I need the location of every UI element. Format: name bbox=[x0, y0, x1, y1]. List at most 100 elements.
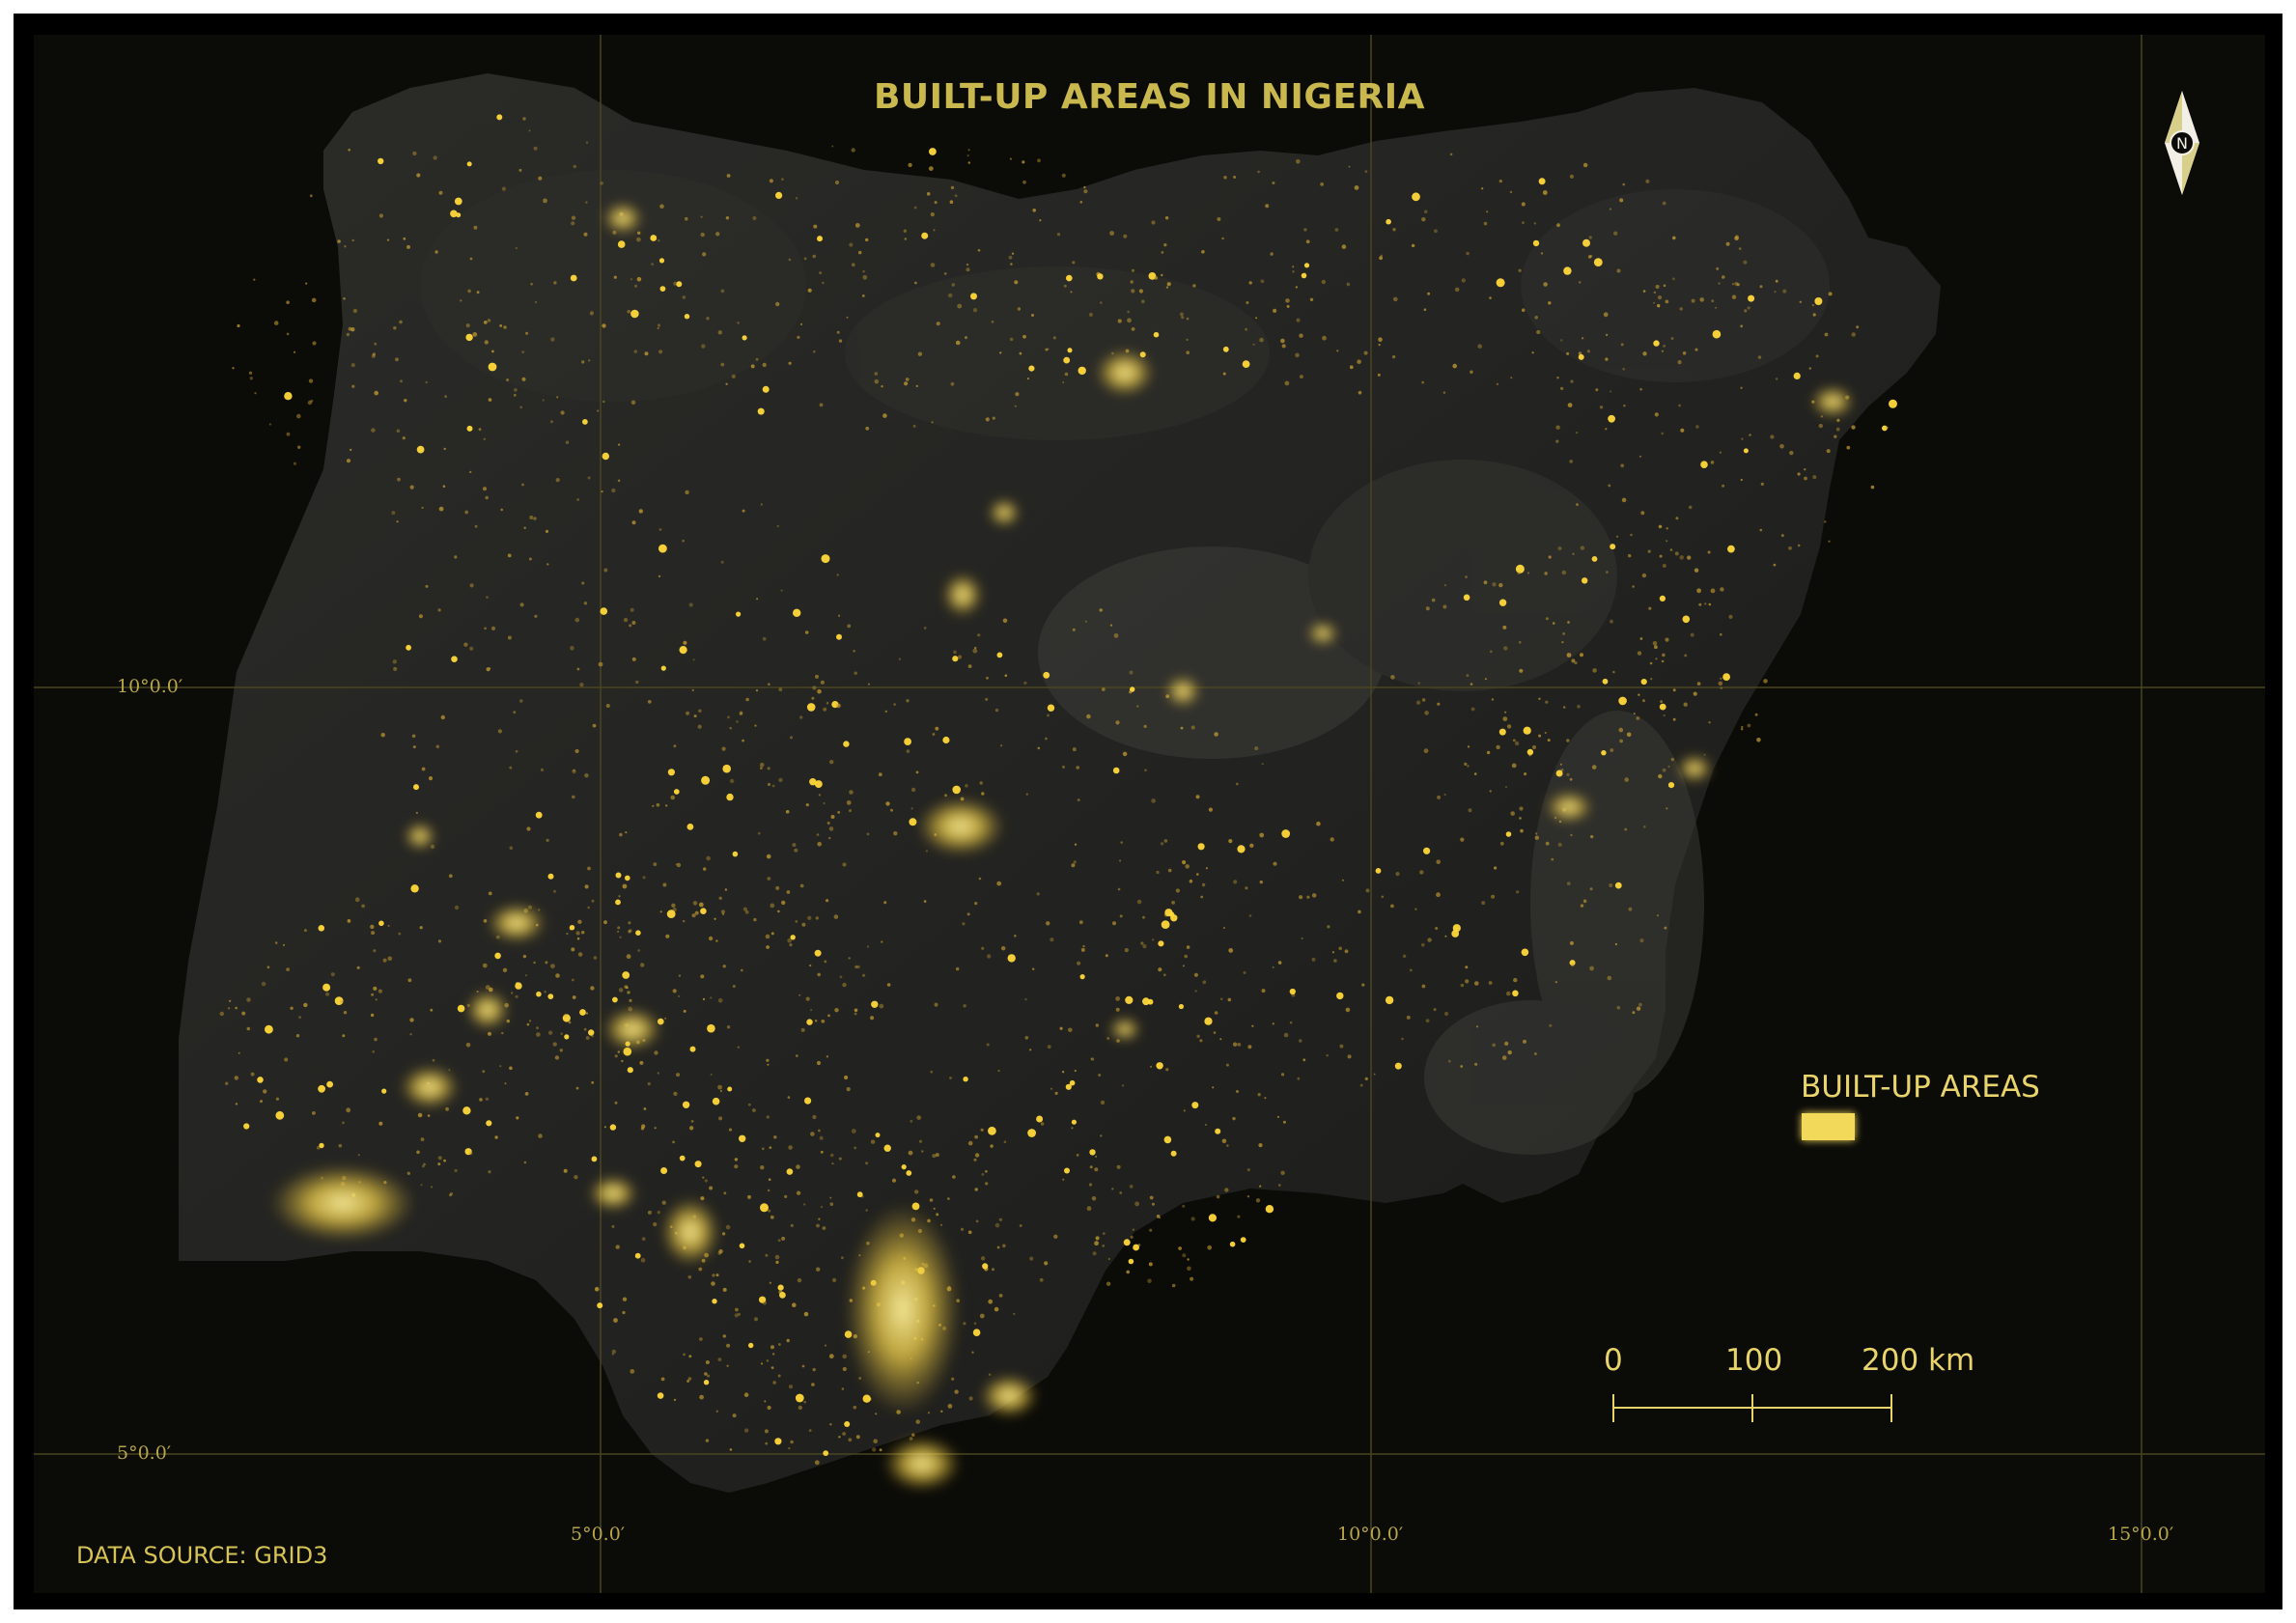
built-up-dot bbox=[1115, 996, 1120, 1001]
built-up-dot bbox=[1523, 1039, 1526, 1044]
built-up-dot bbox=[846, 800, 852, 805]
built-up-dot bbox=[438, 506, 444, 512]
built-up-dot bbox=[625, 831, 628, 834]
built-up-dot bbox=[988, 1373, 992, 1376]
built-up-dot bbox=[609, 1124, 617, 1131]
built-up-dot bbox=[1574, 661, 1578, 665]
built-up-dot bbox=[1680, 428, 1685, 433]
built-up-cluster bbox=[1096, 350, 1154, 396]
built-up-dot bbox=[1050, 937, 1054, 942]
built-up-dot bbox=[929, 1198, 934, 1202]
built-up-dot bbox=[1696, 682, 1701, 686]
built-up-dot bbox=[1131, 327, 1135, 331]
built-up-dot bbox=[1501, 1055, 1507, 1060]
built-up-dot bbox=[823, 1450, 829, 1456]
built-up-dot bbox=[871, 1000, 879, 1008]
built-up-dot bbox=[550, 964, 555, 968]
built-up-dot bbox=[855, 1435, 860, 1440]
built-up-dot bbox=[330, 972, 335, 977]
built-up-dot bbox=[829, 1423, 832, 1426]
built-up-dot bbox=[1677, 360, 1682, 365]
built-up-dot bbox=[1322, 335, 1327, 341]
built-up-dot bbox=[814, 780, 823, 789]
built-up-dot bbox=[760, 503, 763, 506]
built-up-dot bbox=[1534, 832, 1538, 835]
built-up-dot bbox=[565, 440, 570, 444]
built-up-dot bbox=[1512, 990, 1519, 997]
built-up-dot bbox=[781, 178, 784, 182]
built-up-dot bbox=[1402, 954, 1407, 958]
built-up-dot bbox=[293, 350, 296, 353]
built-up-dot bbox=[547, 993, 554, 999]
built-up-dot bbox=[1526, 748, 1534, 756]
built-up-dot bbox=[735, 1307, 739, 1312]
built-up-cluster bbox=[603, 203, 642, 234]
built-up-dot bbox=[774, 1438, 782, 1445]
built-up-dot bbox=[1029, 1049, 1032, 1051]
built-up-dot bbox=[469, 646, 474, 651]
built-up-dot bbox=[722, 1287, 727, 1292]
built-up-dot bbox=[784, 1194, 788, 1198]
built-up-dot bbox=[1201, 250, 1205, 254]
built-up-dot bbox=[1068, 1027, 1073, 1033]
built-up-dot bbox=[1285, 298, 1290, 303]
built-up-dot bbox=[940, 1223, 942, 1226]
built-up-dot bbox=[1569, 940, 1574, 945]
built-up-cluster bbox=[943, 574, 982, 616]
built-up-dot bbox=[698, 1267, 703, 1272]
built-up-dot bbox=[755, 689, 759, 692]
built-up-dot bbox=[538, 1133, 543, 1138]
built-up-dot bbox=[932, 1154, 937, 1159]
built-up-dot bbox=[1747, 306, 1750, 310]
built-up-dot bbox=[928, 166, 934, 172]
built-up-dot bbox=[462, 1106, 471, 1115]
built-up-dot bbox=[1886, 426, 1889, 429]
built-up-dot bbox=[581, 581, 585, 585]
built-up-dot bbox=[1818, 423, 1824, 429]
built-up-cluster bbox=[1165, 676, 1200, 707]
built-up-dot bbox=[760, 1203, 769, 1213]
built-up-dot bbox=[628, 930, 631, 934]
built-up-dot bbox=[1492, 1043, 1497, 1048]
built-up-dot bbox=[560, 1032, 563, 1035]
built-up-dot bbox=[932, 733, 936, 736]
built-up-dot bbox=[884, 710, 887, 714]
built-up-dot bbox=[1129, 670, 1134, 675]
built-up-dot bbox=[509, 766, 513, 770]
built-up-dot bbox=[1272, 965, 1274, 968]
built-up-dot bbox=[788, 1446, 791, 1450]
built-up-dot bbox=[698, 709, 702, 713]
built-up-dot bbox=[1442, 604, 1447, 609]
built-up-dot bbox=[1657, 303, 1661, 308]
built-up-dot bbox=[293, 462, 296, 465]
built-up-dot bbox=[1248, 914, 1252, 917]
built-up-dot bbox=[1519, 817, 1522, 820]
built-up-dot bbox=[378, 213, 383, 218]
built-up-dot bbox=[795, 1393, 804, 1403]
built-up-dot bbox=[626, 986, 629, 990]
built-up-dot bbox=[1820, 415, 1823, 418]
built-up-dot bbox=[1273, 308, 1277, 313]
built-up-dot bbox=[386, 238, 390, 241]
built-up-dot bbox=[678, 994, 681, 997]
built-up-dot bbox=[1089, 1165, 1093, 1169]
built-up-dot bbox=[734, 1158, 739, 1161]
built-up-dot bbox=[965, 336, 967, 340]
built-up-dot bbox=[442, 485, 446, 489]
built-up-dot bbox=[923, 900, 927, 903]
built-up-dot bbox=[1675, 517, 1679, 520]
built-up-dot bbox=[676, 281, 683, 288]
built-up-dot bbox=[1073, 860, 1077, 864]
built-up-dot bbox=[803, 257, 807, 261]
built-up-dot bbox=[742, 335, 747, 341]
built-up-dot bbox=[621, 1059, 624, 1063]
built-up-dot bbox=[966, 912, 970, 916]
built-up-dot bbox=[1327, 925, 1330, 929]
built-up-dot bbox=[817, 972, 821, 977]
built-up-dot bbox=[1071, 1119, 1077, 1125]
built-up-dot bbox=[725, 216, 730, 220]
built-up-dot bbox=[1662, 768, 1666, 772]
built-up-dot bbox=[469, 470, 472, 474]
built-up-dot bbox=[1129, 1185, 1134, 1189]
built-up-dot bbox=[465, 333, 473, 342]
